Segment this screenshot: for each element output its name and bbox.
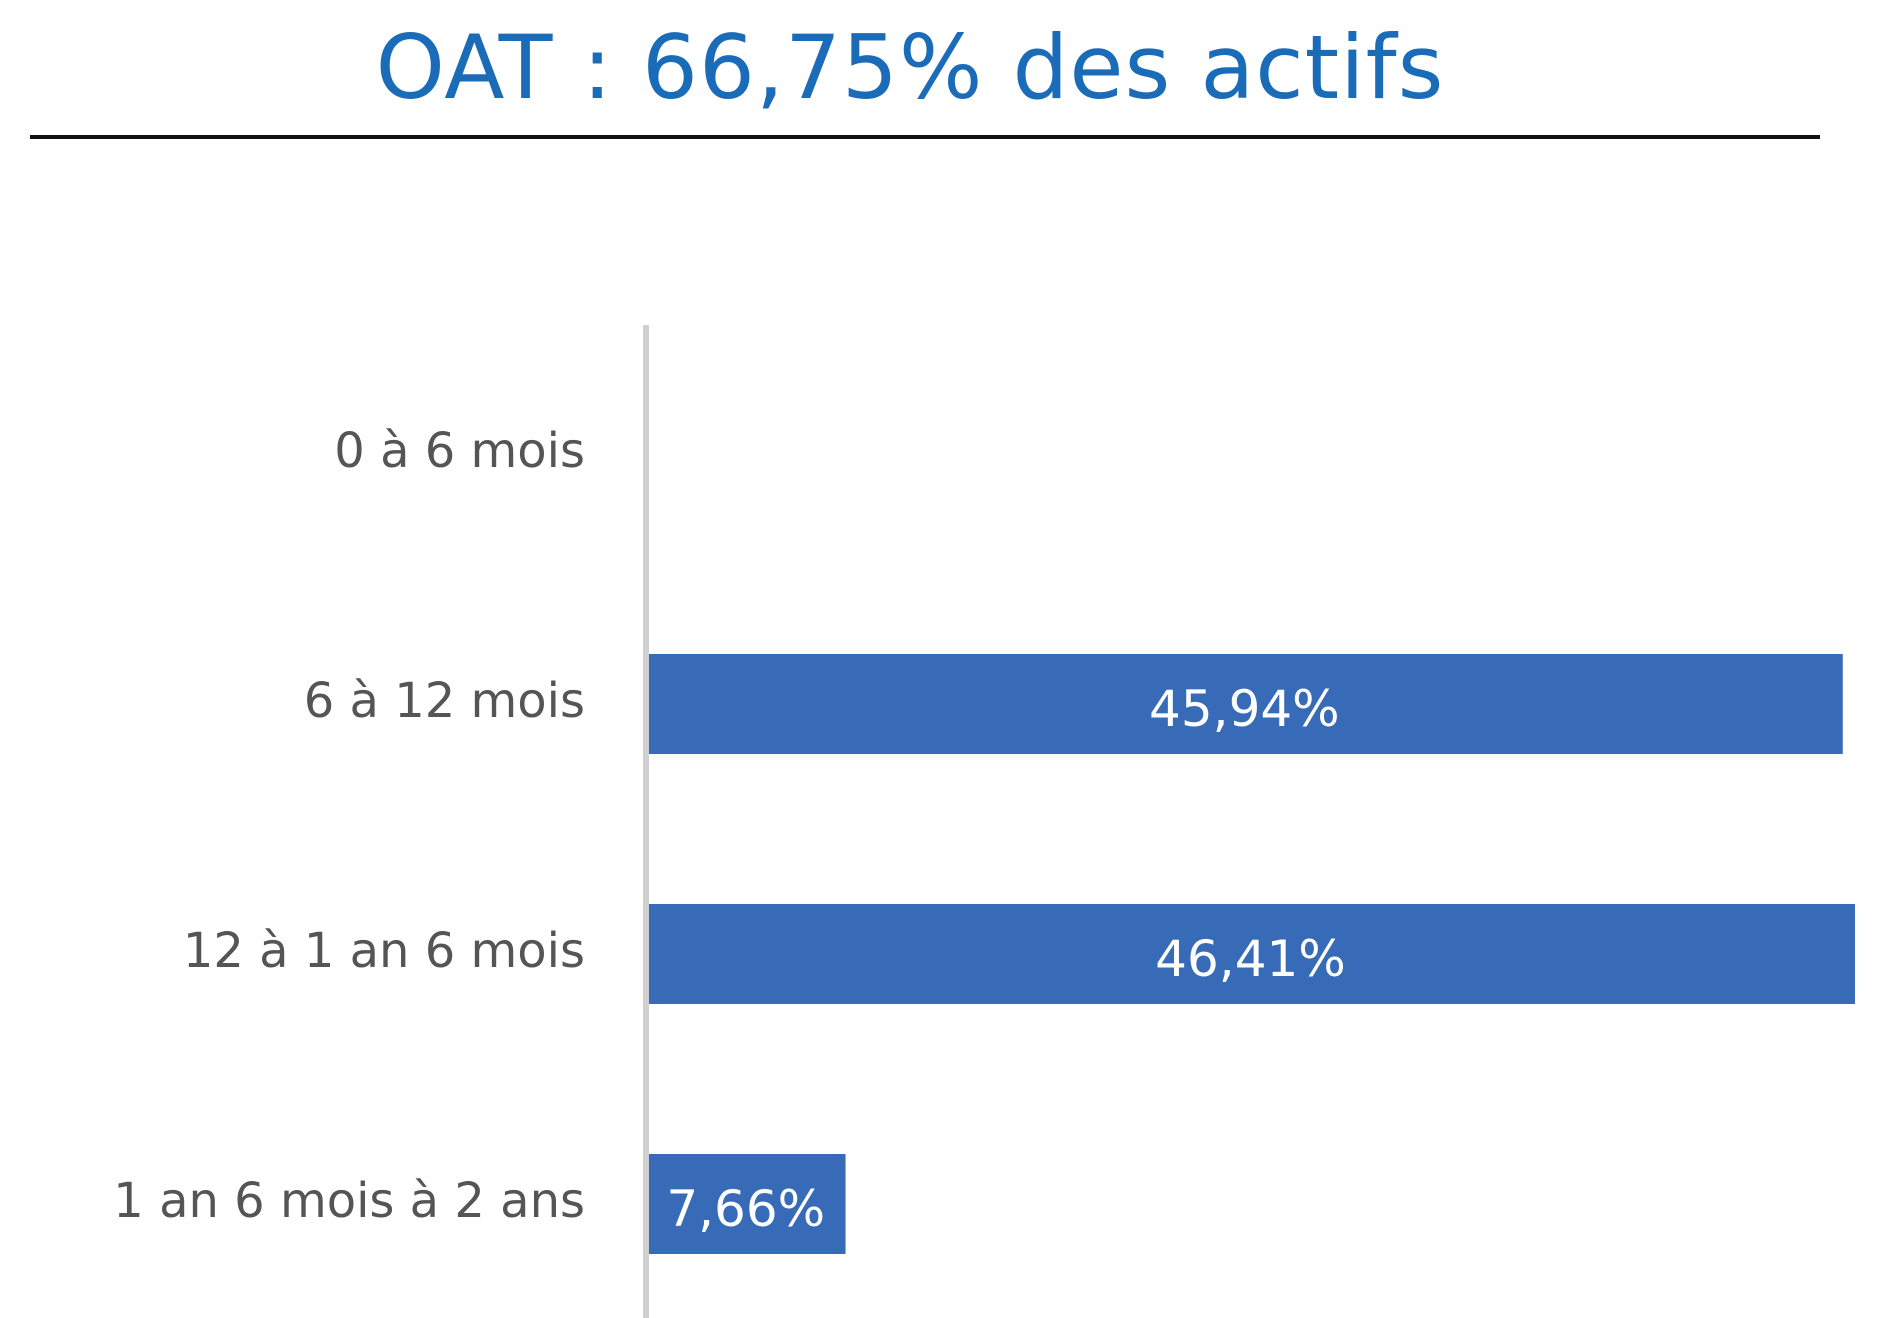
title-divider [30,135,1820,139]
bars-layer [649,654,1855,1254]
bar [649,654,1843,754]
category-label: 0 à 6 mois [334,423,585,479]
category-label: 12 à 1 an 6 mois [183,923,585,979]
bar-value-label: 7,66% [666,1180,825,1238]
category-label: 6 à 12 mois [304,673,585,729]
chart-title: OAT : 66,75% des actifs [375,16,1445,119]
bar [649,904,1855,1004]
bar-value-label: 46,41% [1155,930,1346,988]
bar-value-label: 45,94% [1149,680,1340,738]
bar [649,1154,846,1254]
labels-layer: 0 à 6 mois 6 à 12 mois 45,94% 12 à 1 an 6 m… [113,423,1346,1238]
category-label: 1 an 6 mois à 2 ans [113,1173,585,1229]
